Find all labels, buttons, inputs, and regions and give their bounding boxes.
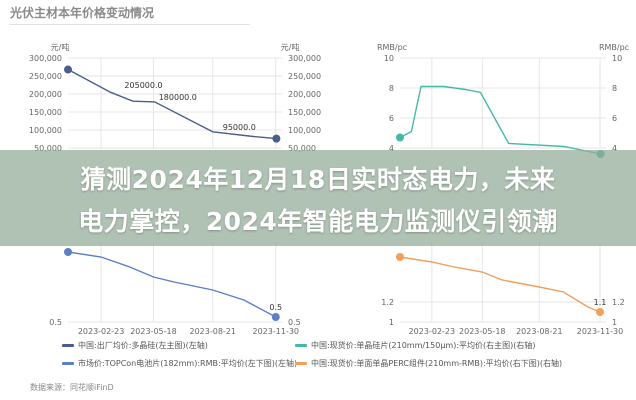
title-underline [10,24,250,25]
data-label: 95000.0 [223,123,256,132]
x-tick-label: 2023-08-21 [516,327,563,336]
legend-item-wafer: 中国:现货价:单晶硅片(210mm/150μm):平均价(右主图)(右轴) [311,341,536,350]
y-tick-label-left: 1.2 [381,298,394,307]
y-tick-label-left: 300,000 [29,54,62,63]
data-label: 180000.0 [159,93,197,102]
banner-headline-line-1: 猜测2024年12月18日实时态电力，未来 [80,165,556,194]
data-label: 205000.0 [124,81,162,90]
axis-unit-left: 元/吨 [51,42,70,52]
start-point-marker [396,253,404,261]
start-point-marker [64,65,72,74]
y-tick-label-right: 6 [612,114,617,123]
x-tick-label: 2023-05-18 [459,327,506,336]
x-tick-label: 2023-11-30 [253,327,300,336]
end-point-marker [271,313,280,321]
y-tick-label-left: 0.5 [49,318,62,327]
y-tick-label-right: 200,000 [288,90,321,99]
y-tick-label-left: 10 [384,54,394,63]
source-footer: 数据来源：同花顺iFinD [30,383,114,392]
y-tick-label-left: 1 [389,318,394,327]
y-tick-label-left: 150,000 [29,108,62,117]
start-point-marker [396,133,404,142]
y-tick-label-right: 10 [612,54,622,63]
y-tick-label-left: 6 [389,114,394,123]
axis-unit-right: 元/吨 [281,42,300,52]
x-tick-label: 2023-02-23 [78,327,125,336]
end-point-marker [595,308,604,316]
series-line [399,85,601,155]
axis-unit-right: RMB/pc [599,43,629,52]
legend-item-cell: 市场价:TOPCon电池片(182mm):RMB:平均价(左下图)(左轴) [78,359,298,368]
data-label: 1.1 [594,298,607,307]
y-tick-label-right: 4 [612,144,617,153]
y-tick-label-left: 250,000 [29,72,62,81]
start-point-marker [64,248,72,256]
series-line [67,68,277,140]
legend-swatch-module [295,362,307,365]
header: 光伏主材本年价格变动情况 [0,0,636,28]
y-tick-label-left: 4 [389,144,394,153]
y-tick-label-left: 50,000 [34,144,62,153]
x-tick-label: 2023-08-21 [189,327,236,336]
banner-headline-line-2: 电力掌控，2024年智能电力监测仪引领潮 [78,207,558,236]
legend-item-module: 中国:现货价:单面单晶PERC组件(210mm-RMB):平均价(右下图)(右轴… [311,359,563,368]
series-line [67,251,277,318]
y-tick-label-left: 200,000 [29,90,62,99]
y-tick-label-right: 300,000 [288,54,321,63]
y-tick-label-left: 8 [389,84,394,93]
x-tick-label: 2023-11-30 [577,327,624,336]
legend-swatch-wafer [295,344,307,347]
x-tick-label: 2023-02-23 [409,327,456,336]
y-tick-label-right: 1 [612,318,617,327]
y-tick-label-right: 100,000 [288,126,321,135]
y-tick-label-left: 100,000 [29,126,62,135]
legend-swatch-polysilicon [62,344,74,347]
end-point-marker [272,134,281,143]
axis-unit-left: RMB/pc [377,43,407,52]
overlay-banner: 猜测2024年12月18日实时态电力，未来 电力掌控，2024年智能电力监测仪引… [0,150,636,246]
y-tick-label-right: 150,000 [288,108,321,117]
y-tick-label-right: 0.5 [288,318,301,327]
legend-item-polysilicon: 中国:出厂均价:多晶硅(左主图)(左轴) [78,341,208,350]
y-tick-label-right: 8 [612,84,617,93]
y-tick-label-right: 1.2 [612,298,625,307]
data-label: 0.5 [269,303,282,312]
x-tick-label: 2023-05-18 [130,327,177,336]
legend-swatch-cell [62,362,74,365]
y-tick-label-right: 50,000 [288,144,316,153]
series-line [399,256,601,313]
y-tick-label-right: 250,000 [288,72,321,81]
page-title: 光伏主材本年价格变动情况 [10,6,155,20]
